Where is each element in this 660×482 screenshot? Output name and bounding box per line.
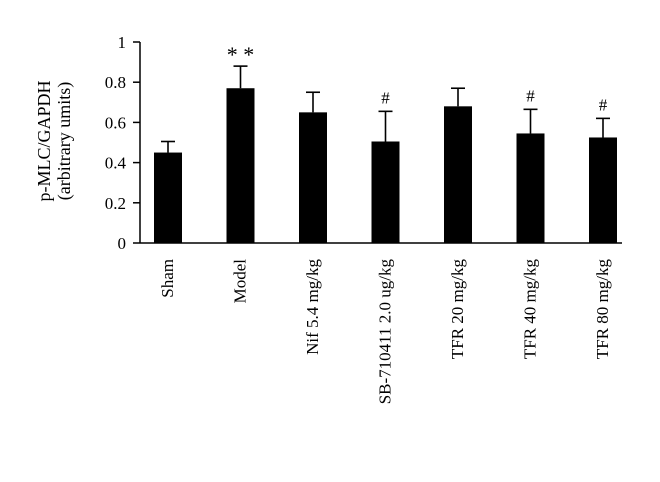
bar [516, 133, 545, 243]
bar [589, 137, 617, 243]
y-tick-label: 0.6 [105, 113, 126, 132]
bars [154, 88, 617, 243]
y-tick-label: 0 [118, 234, 127, 253]
category-label: TFR 80 mg/kg [593, 259, 612, 360]
y-axis-title: p-MLC/GAPDH (arbitrary umits) [34, 80, 75, 201]
category-label: TFR 20 mg/kg [448, 259, 467, 360]
category-label: Nif 5.4 mg/kg [303, 259, 322, 355]
bar [226, 88, 255, 243]
category-label: Sham [158, 259, 177, 298]
y-axis-label-units: (arbitrary umits) [54, 82, 75, 200]
y-ticks: 0 0.2 0.4 0.6 0.8 1 [105, 33, 140, 253]
bar [299, 112, 327, 243]
significance-hash: # [381, 88, 390, 107]
significance-markers: * * # # # [227, 42, 608, 114]
category-label: TFR 40 mg/kg [521, 259, 540, 360]
significance-hash: # [526, 86, 535, 105]
bar [154, 152, 182, 243]
category-label: Model [231, 259, 250, 304]
bar [444, 106, 472, 243]
y-tick-label: 1 [118, 33, 127, 52]
y-tick-label: 0.4 [105, 154, 127, 173]
y-tick-label: 0.2 [105, 194, 126, 213]
bar [371, 141, 400, 243]
significance-hash: # [599, 95, 608, 114]
y-axis-label: p-MLC/GAPDH [34, 80, 54, 201]
significance-stars: * * [227, 42, 255, 67]
error-bars [161, 65, 610, 153]
category-label: SB-710411 2.0 ug/kg [376, 259, 395, 405]
category-labels: Sham Model Nif 5.4 mg/kg SB-710411 2.0 ug/k… [158, 259, 612, 405]
y-tick-label: 0.8 [105, 73, 126, 92]
